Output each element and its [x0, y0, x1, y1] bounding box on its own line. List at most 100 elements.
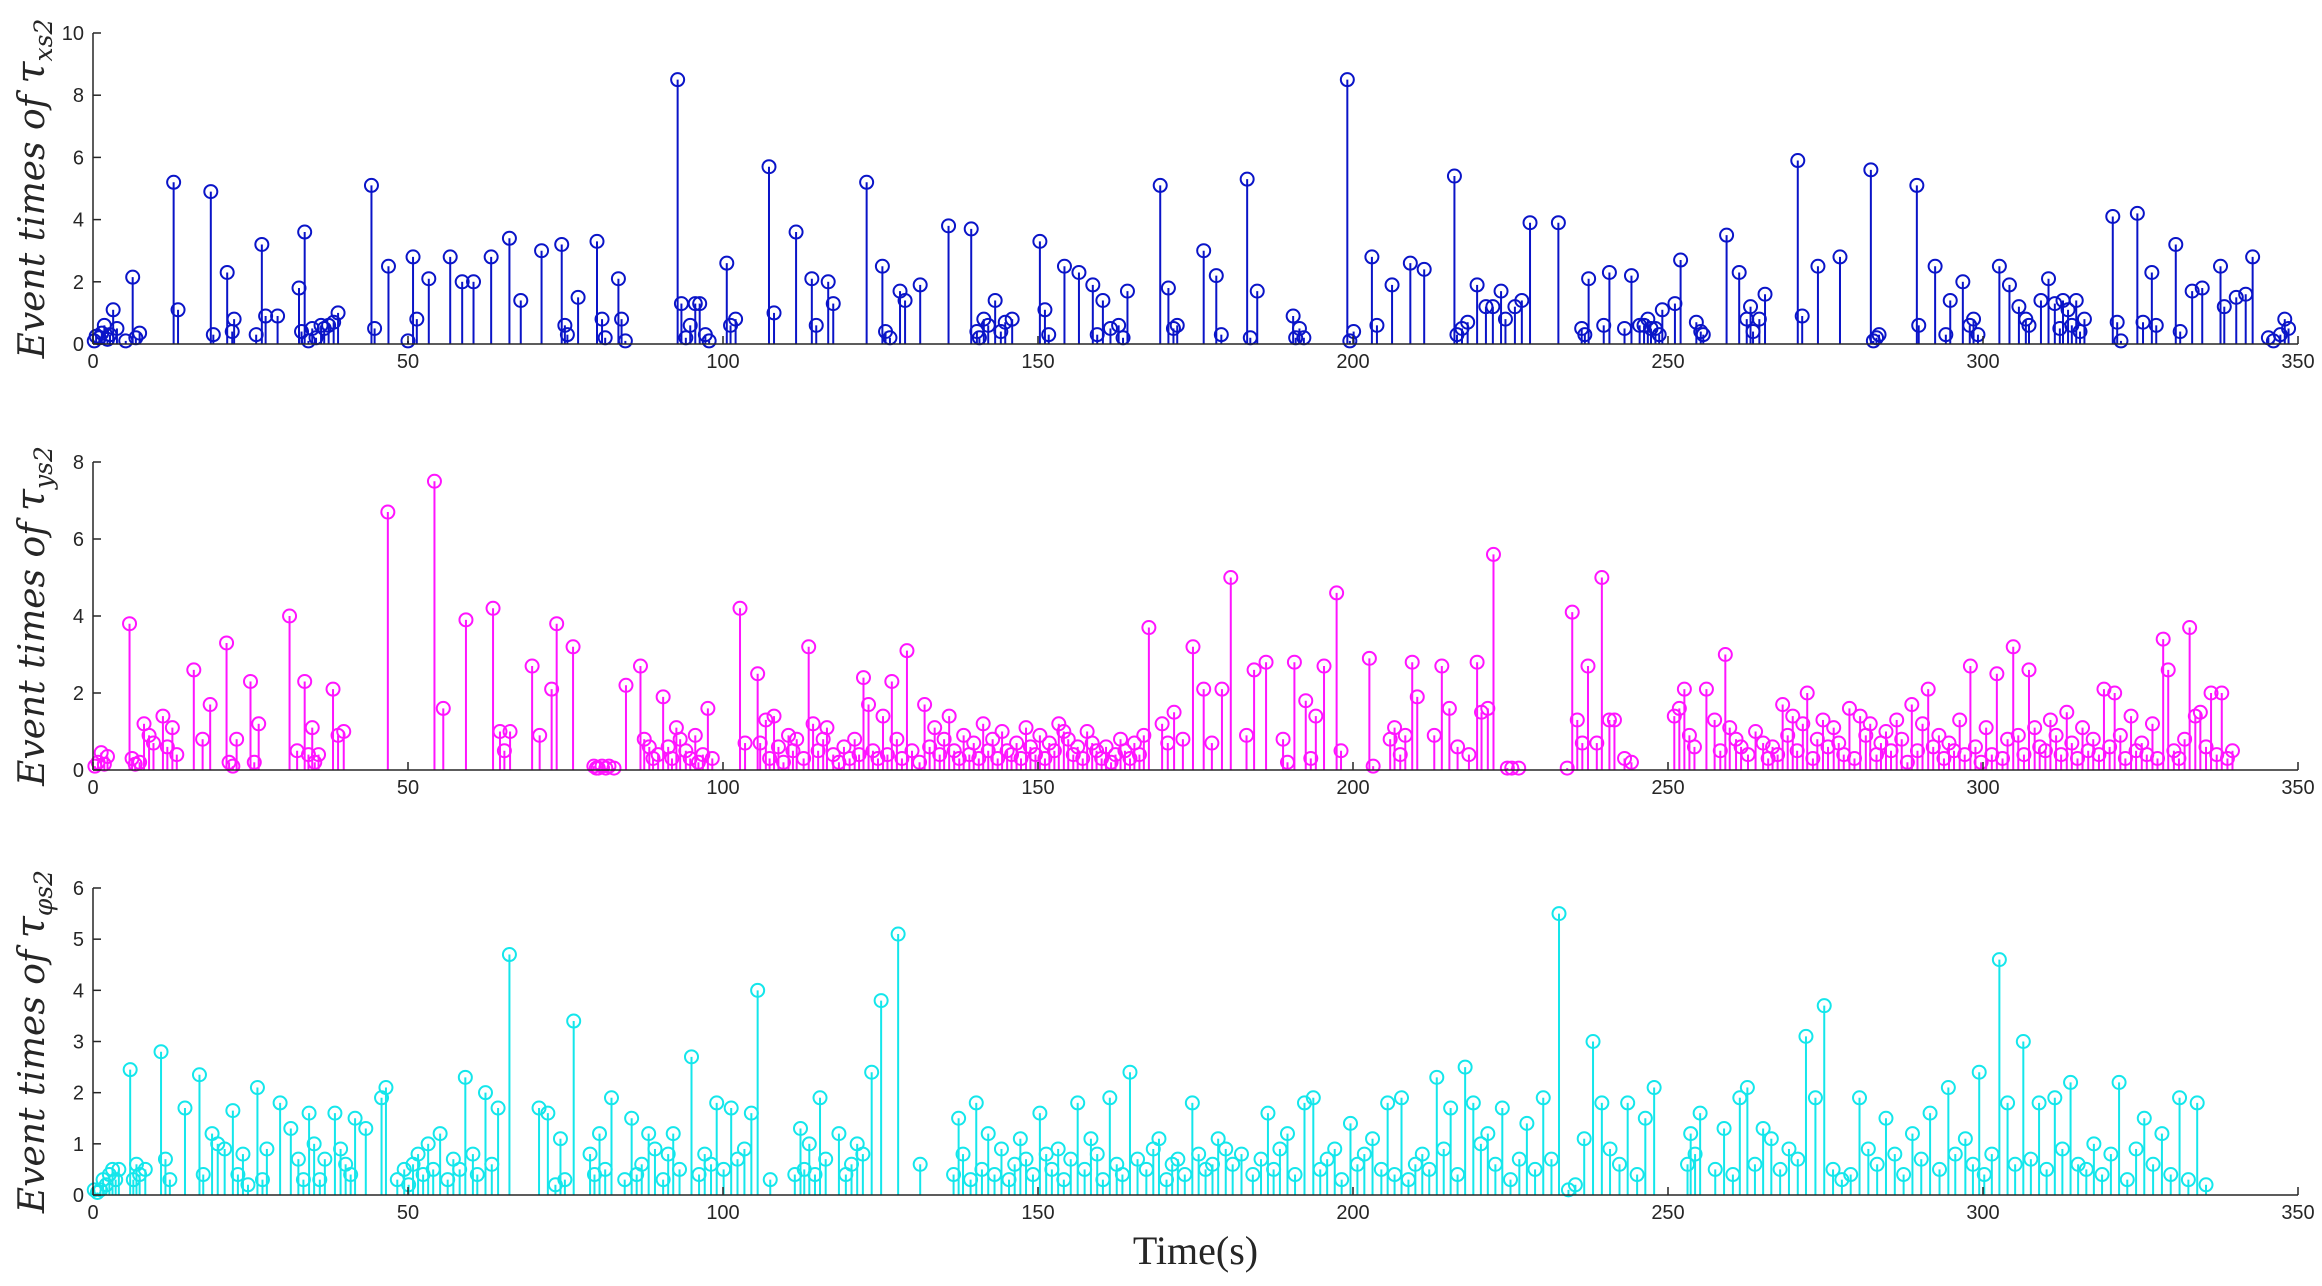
stem-marker: [1387, 720, 1403, 736]
stem-marker: [2063, 1074, 2079, 1090]
stem-marker: [678, 743, 694, 759]
stem-marker: [690, 754, 706, 770]
stem-marker: [409, 311, 425, 327]
stem-marker: [225, 1103, 241, 1119]
stem-marker: [1083, 1131, 1099, 1147]
stem-marker: [1755, 1120, 1771, 1136]
stem-marker: [2031, 1095, 2047, 1111]
stem-marker: [1071, 264, 1087, 280]
stem-marker: [1327, 1141, 1343, 1157]
stem-marker: [326, 314, 342, 330]
stem-marker: [1676, 681, 1692, 697]
stem-marker: [670, 72, 686, 88]
stem-marker: [980, 1126, 996, 1142]
stem-marker: [177, 1100, 193, 1116]
stem-marker: [2198, 1177, 2214, 1193]
stem-marker: [1342, 333, 1358, 349]
stem-marker: [2168, 236, 2184, 252]
stem-marker: [226, 311, 242, 327]
x-tick-label: 100: [706, 777, 739, 799]
stem-marker: [1991, 952, 2007, 968]
stem-marker: [1085, 277, 1101, 293]
stem-marker: [1272, 1141, 1288, 1157]
stem-marker: [1361, 650, 1377, 666]
stem-marker: [1698, 681, 1714, 697]
stem-marker: [818, 1151, 834, 1167]
stem-marker: [1046, 743, 1062, 759]
stem-marker: [2023, 1151, 2039, 1167]
stem-marker: [1564, 604, 1580, 620]
y-tick-label: 4: [73, 606, 84, 628]
stem-marker: [655, 689, 671, 705]
stem-marker: [732, 600, 748, 616]
stem-marker: [922, 739, 938, 755]
stem-marker: [2103, 1146, 2119, 1162]
x-tick-label: 300: [1966, 777, 1999, 799]
stem-marker: [894, 750, 910, 766]
stem-marker: [672, 731, 688, 747]
stem-marker: [1567, 1177, 1583, 1193]
x-tick-label: 150: [1021, 351, 1054, 373]
stem-marker: [1041, 327, 1057, 343]
stem-marker: [380, 504, 396, 520]
x-tick-label: 50: [397, 1202, 419, 1224]
stem-marker: [861, 697, 877, 713]
stem-marker: [932, 747, 948, 763]
stem-marker: [1098, 739, 1114, 755]
y-tick-label: 2: [73, 683, 84, 705]
stem-marker: [2123, 708, 2139, 724]
stem-marker: [1089, 743, 1105, 759]
stem-marker: [614, 311, 630, 327]
stem-marker: [230, 1167, 246, 1183]
stem-marker: [1060, 731, 1076, 747]
stem-marker: [2166, 743, 2182, 759]
ylabel-tau-phis2: Event times of τφs2: [8, 870, 58, 1214]
stem-marker: [2054, 1141, 2070, 1157]
stem-marker: [647, 1141, 663, 1157]
stem-marker: [1522, 215, 1538, 231]
stem-marker: [1519, 1115, 1535, 1131]
stem-marker: [2060, 302, 2076, 318]
stem-marker: [513, 292, 529, 308]
stem-marker: [2007, 1156, 2023, 1172]
stem-marker: [1260, 1105, 1276, 1121]
stem-marker: [1970, 327, 1986, 343]
stem-marker: [2277, 311, 2293, 327]
stem-marker: [1911, 317, 1927, 333]
stem-marker: [2059, 704, 2075, 720]
stem-marker: [426, 473, 442, 489]
stem-marker: [2068, 292, 2084, 308]
y-tick-label: 5: [73, 929, 84, 951]
stem-marker: [336, 724, 352, 739]
stem-marker: [1032, 727, 1048, 743]
y-tick-label: 8: [73, 85, 84, 107]
stem-marker: [145, 735, 161, 751]
stem-marker: [1494, 1100, 1510, 1116]
stem-marker: [890, 926, 906, 942]
stem-marker: [1732, 1090, 1748, 1106]
stem-marker: [836, 739, 852, 755]
stem-marker: [1989, 666, 2005, 682]
stem-marker: [343, 1167, 359, 1183]
stem-marker: [1942, 292, 1958, 308]
stem-marker: [1018, 720, 1034, 736]
stem-marker: [306, 1136, 322, 1152]
stem-marker: [1860, 1141, 1876, 1157]
stem-marker: [1225, 1156, 1241, 1172]
stem-marker: [186, 662, 202, 678]
stem-marker: [1246, 662, 1262, 678]
stem-marker: [1141, 620, 1157, 636]
stem-marker: [2160, 662, 2176, 678]
y-tick-label: 0: [73, 760, 84, 782]
stem-marker: [2109, 314, 2125, 330]
stem-marker: [1654, 302, 1670, 318]
stem-marker: [1770, 747, 1786, 763]
stem-marker: [2184, 283, 2200, 299]
stem-marker: [153, 1044, 169, 1060]
stem-marker: [899, 643, 915, 659]
x-tick-label: 0: [87, 1202, 98, 1224]
x-tick-label: 250: [1651, 777, 1684, 799]
stem-marker: [864, 1064, 880, 1080]
stem-marker: [1899, 754, 1915, 770]
